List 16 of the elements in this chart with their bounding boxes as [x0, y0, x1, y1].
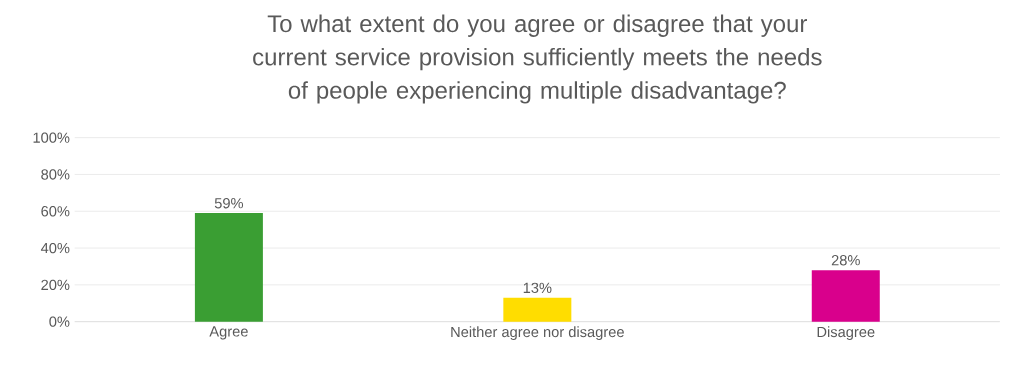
- x-tick-label: Neither agree nor disagree: [451, 326, 624, 341]
- y-tick-label: 0%: [49, 316, 70, 327]
- data-label: 13%: [523, 282, 552, 294]
- y-tick-label: 100%: [33, 132, 70, 143]
- y-tick-label: 20%: [41, 279, 70, 291]
- bar: [194, 213, 263, 322]
- y-tick-label: 60%: [41, 206, 70, 217]
- y-tick-label: 40%: [40, 242, 70, 254]
- x-tick-label: Disagree: [817, 326, 875, 341]
- y-tick-label: 80%: [41, 169, 70, 180]
- chart-title: To what extent do you agree or disagree that your current service provision sufficiently meets the needs of people experiencing multiple disadvantage?: [253, 14, 822, 104]
- bar: [503, 297, 572, 322]
- x-tick-label: Agree: [209, 326, 248, 340]
- bar: [811, 270, 880, 322]
- data-label: 59%: [214, 198, 244, 209]
- data-label: 28%: [831, 255, 860, 266]
